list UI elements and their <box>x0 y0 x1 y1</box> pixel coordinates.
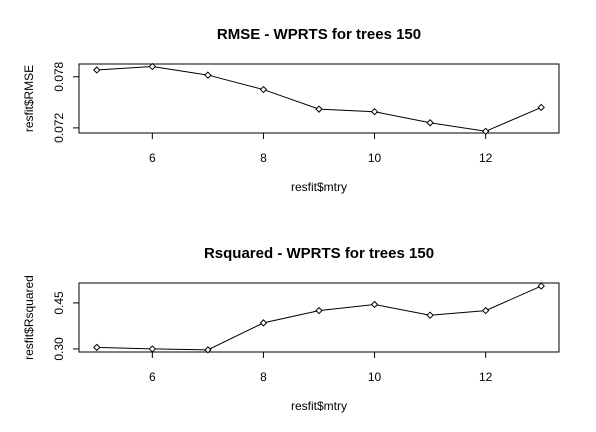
chart-title: Rsquared - WPRTS for trees 150 <box>204 245 434 262</box>
point <box>481 127 490 136</box>
x-tick-label: 10 <box>368 370 382 384</box>
point <box>204 71 212 79</box>
x-tick-label: 12 <box>479 370 493 384</box>
x-tick-label: 10 <box>368 151 382 165</box>
point <box>315 105 323 113</box>
y-tick-label: 0.072 <box>52 113 66 143</box>
point <box>259 319 268 327</box>
line <box>96 66 542 132</box>
plot-box <box>78 63 560 134</box>
y-axis-label: resfit$Rsquared <box>22 275 36 360</box>
point <box>93 343 101 352</box>
point <box>315 306 323 315</box>
x-tick-label: 12 <box>479 151 493 165</box>
x-axis-label: resfit$mtry <box>291 399 347 413</box>
line <box>96 285 542 351</box>
point <box>204 346 212 354</box>
y-tick-label: 0.45 <box>52 291 66 315</box>
point <box>370 300 379 309</box>
y-axis-label: resfit$RMSE <box>22 65 36 132</box>
x-tick-label: 8 <box>260 151 267 165</box>
x-tick-label: 6 <box>149 151 156 165</box>
y-tick-label: 0.078 <box>52 61 66 91</box>
point <box>148 345 157 353</box>
point <box>537 282 545 290</box>
plot-box <box>78 282 560 353</box>
point <box>148 62 157 71</box>
point <box>426 311 434 319</box>
x-tick-label: 8 <box>260 370 267 384</box>
point <box>537 103 545 112</box>
point <box>93 66 101 74</box>
point <box>481 306 490 315</box>
point <box>426 119 434 127</box>
x-axis-label: resfit$mtry <box>291 180 347 194</box>
point <box>259 85 268 94</box>
y-tick-label: 0.30 <box>52 337 66 361</box>
point <box>370 107 379 116</box>
chart-title: RMSE - WPRTS for trees 150 <box>217 26 421 43</box>
x-tick-label: 6 <box>149 370 156 384</box>
